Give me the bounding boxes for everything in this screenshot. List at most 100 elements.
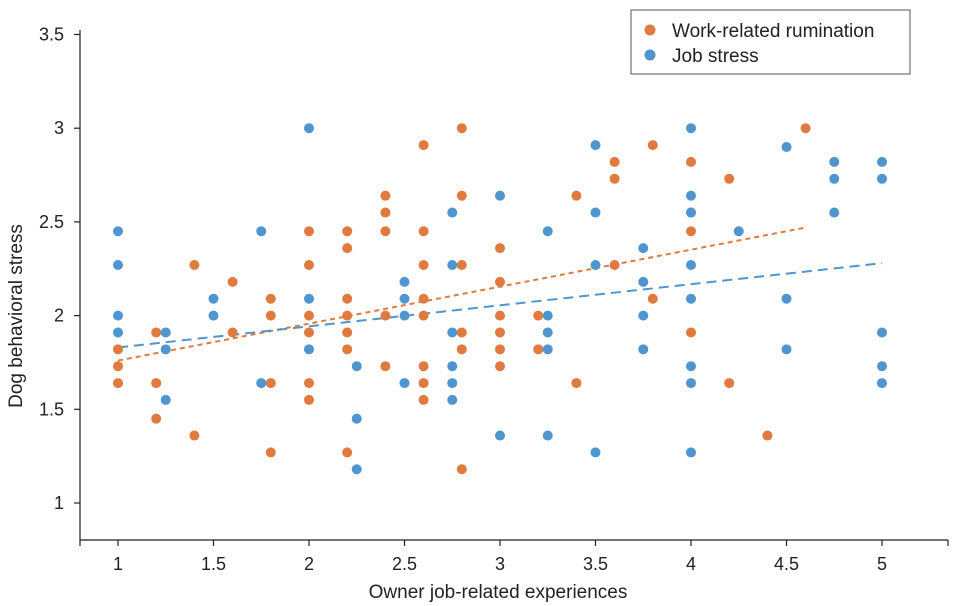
- data-point-job-stress: [590, 447, 601, 458]
- data-points: [113, 123, 887, 475]
- data-point-job-stress: [638, 243, 649, 254]
- data-point-job-stress: [638, 310, 649, 321]
- data-point-work-related-rumination: [189, 260, 200, 271]
- data-point-work-related-rumination: [418, 361, 429, 372]
- data-point-work-related-rumination: [265, 378, 276, 389]
- data-point-job-stress: [590, 260, 601, 271]
- data-point-job-stress: [542, 430, 553, 441]
- data-point-job-stress: [447, 207, 458, 218]
- x-tick-label: 2.5: [392, 554, 417, 574]
- data-point-job-stress: [113, 226, 123, 237]
- data-point-job-stress: [447, 394, 458, 405]
- y-tick-label: 1.5: [39, 399, 64, 419]
- data-point-work-related-rumination: [113, 378, 123, 389]
- data-point-work-related-rumination: [495, 276, 505, 287]
- x-tick-label: 1: [113, 554, 123, 574]
- data-point-job-stress: [447, 260, 458, 271]
- data-point-work-related-rumination: [686, 156, 696, 167]
- data-point-work-related-rumination: [151, 378, 162, 389]
- y-axis-title: Dog behavioral stress: [6, 224, 27, 408]
- x-tick-label: 1.5: [201, 554, 226, 574]
- data-point-job-stress: [686, 207, 696, 218]
- data-point-job-stress: [781, 344, 792, 355]
- data-point-work-related-rumination: [418, 378, 429, 389]
- data-point-job-stress: [447, 378, 458, 389]
- x-tick-label: 2: [304, 554, 314, 574]
- legend-marker-job-stress: [644, 49, 656, 61]
- data-point-job-stress: [160, 344, 171, 355]
- x-tick-label: 4: [686, 554, 696, 574]
- data-point-job-stress: [351, 464, 362, 475]
- data-point-job-stress: [877, 361, 887, 372]
- data-point-job-stress: [304, 123, 314, 134]
- data-point-work-related-rumination: [151, 413, 162, 424]
- data-point-work-related-rumination: [380, 226, 391, 237]
- data-point-job-stress: [160, 327, 171, 338]
- data-point-work-related-rumination: [724, 378, 735, 389]
- data-point-work-related-rumination: [495, 361, 505, 372]
- x-tick-label: 5: [877, 554, 887, 574]
- data-point-work-related-rumination: [304, 260, 314, 271]
- data-point-work-related-rumination: [342, 293, 353, 304]
- data-point-work-related-rumination: [151, 327, 162, 338]
- x-tick-label: 4.5: [774, 554, 799, 574]
- data-point-job-stress: [208, 293, 219, 304]
- data-point-job-stress: [160, 394, 171, 405]
- data-point-work-related-rumination: [113, 344, 123, 355]
- data-point-work-related-rumination: [227, 327, 238, 338]
- data-point-work-related-rumination: [304, 394, 314, 405]
- data-point-job-stress: [686, 378, 696, 389]
- data-point-work-related-rumination: [724, 173, 735, 184]
- data-point-job-stress: [829, 207, 840, 218]
- data-point-work-related-rumination: [342, 344, 353, 355]
- data-point-job-stress: [542, 310, 553, 321]
- data-point-work-related-rumination: [495, 243, 505, 254]
- data-point-job-stress: [113, 310, 123, 321]
- data-point-job-stress: [351, 413, 362, 424]
- data-point-work-related-rumination: [342, 310, 353, 321]
- data-point-work-related-rumination: [609, 173, 620, 184]
- data-point-work-related-rumination: [227, 276, 238, 287]
- x-axis-title: Owner job-related experiences: [369, 582, 628, 603]
- data-point-job-stress: [399, 293, 410, 304]
- data-point-work-related-rumination: [609, 260, 620, 271]
- data-point-job-stress: [686, 447, 696, 458]
- data-point-work-related-rumination: [418, 293, 429, 304]
- data-point-job-stress: [304, 293, 314, 304]
- data-point-job-stress: [781, 141, 792, 152]
- data-point-work-related-rumination: [265, 293, 276, 304]
- data-point-work-related-rumination: [418, 310, 429, 321]
- data-point-work-related-rumination: [418, 140, 429, 151]
- data-point-work-related-rumination: [265, 447, 276, 458]
- data-point-job-stress: [686, 190, 696, 201]
- data-point-job-stress: [447, 361, 458, 372]
- data-point-job-stress: [829, 173, 840, 184]
- data-point-work-related-rumination: [342, 226, 353, 237]
- data-point-work-related-rumination: [533, 344, 544, 355]
- axes: 1 1.5 2 2.5 3 3.5 1 1.5 2 2.5 3 3.5 4 4.5 5: [39, 25, 949, 574]
- trendline-job-stress: [117, 262, 883, 349]
- data-point-work-related-rumination: [418, 260, 429, 271]
- data-point-job-stress: [877, 156, 887, 167]
- data-point-job-stress: [495, 430, 505, 441]
- data-point-work-related-rumination: [380, 190, 391, 201]
- data-point-work-related-rumination: [304, 226, 314, 237]
- data-point-job-stress: [542, 344, 553, 355]
- data-point-work-related-rumination: [456, 344, 467, 355]
- data-point-work-related-rumination: [800, 123, 811, 134]
- data-point-work-related-rumination: [686, 226, 696, 237]
- data-point-work-related-rumination: [304, 327, 314, 338]
- data-point-work-related-rumination: [380, 361, 391, 372]
- data-point-job-stress: [781, 293, 792, 304]
- data-point-job-stress: [399, 310, 410, 321]
- data-point-job-stress: [686, 293, 696, 304]
- data-point-work-related-rumination: [189, 430, 200, 441]
- data-point-work-related-rumination: [571, 378, 582, 389]
- data-point-job-stress: [542, 327, 553, 338]
- data-point-job-stress: [208, 310, 219, 321]
- y-tick-label: 1: [54, 493, 64, 513]
- y-tick-label: 2.5: [39, 212, 64, 232]
- data-point-work-related-rumination: [342, 327, 353, 338]
- data-point-work-related-rumination: [418, 226, 429, 237]
